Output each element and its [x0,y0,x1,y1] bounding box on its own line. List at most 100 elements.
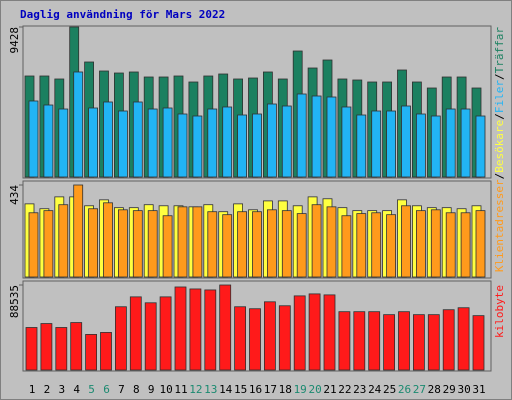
bar [25,327,38,371]
bar [338,311,351,371]
bar [475,115,486,178]
legend-entry: Klientadresser [493,179,506,272]
legend: Klientadresser/Besökare/Filer/Träffar [493,27,506,272]
bar [296,93,307,178]
bar [237,211,248,278]
x-tick-label: 8 [133,383,140,396]
bar [308,293,321,371]
bar [222,106,233,178]
bar [234,306,247,371]
bar [281,105,292,178]
bar [88,208,98,278]
chart-title: Daglig användning för Mars 2022 [20,8,225,21]
y-tick-label: 88535 [8,285,21,318]
bar [356,114,367,178]
bar [427,314,440,371]
x-tick-label: 3 [58,383,65,396]
bar [341,215,352,278]
bar [237,114,248,178]
bar [266,209,277,278]
x-tick-label: 15 [234,383,247,396]
bar [371,110,382,178]
bar [144,302,157,371]
bar [401,205,411,278]
bar [162,215,173,278]
bar [177,206,188,278]
bar [415,113,426,178]
bar [383,314,396,371]
bar [147,108,158,178]
bar [55,327,68,371]
x-tick-label: 9 [148,383,155,396]
bar [386,214,397,278]
bar [412,314,425,371]
x-tick-label: 26 [398,383,411,396]
bar [132,101,143,178]
x-tick-label: 1 [29,383,36,396]
bar [70,322,83,371]
x-tick-label: 17 [264,383,277,396]
bar [162,107,173,178]
bar [296,213,307,278]
legend-entry: Filer [493,80,506,113]
bar [192,115,203,178]
x-tick-label: 13 [204,383,217,396]
bar [73,71,84,178]
x-tick-label: 4 [73,383,80,396]
bar [368,311,381,371]
x-tick-label: 18 [279,383,292,396]
bar [177,113,188,178]
bar [174,286,187,371]
x-tick-label: 29 [443,383,456,396]
x-tick-label: 20 [308,383,321,396]
bar [371,212,382,278]
bar [192,206,203,278]
bar [219,284,232,371]
bar [430,209,441,278]
bar [398,311,410,371]
bar [118,110,128,178]
bar [204,289,217,371]
bar [58,204,69,278]
bar [43,210,54,278]
bar [103,101,113,178]
x-tick-label: 10 [159,383,172,396]
bar [472,315,485,371]
y-tick-label: 9428 [8,27,21,54]
bar [88,107,98,178]
bar [323,294,336,371]
bar [460,108,471,178]
legend-entry: kilobyte [493,285,506,338]
bar [278,305,291,371]
bar [58,108,69,178]
bar [129,296,142,371]
bar [460,212,471,278]
bar [311,204,322,278]
x-tick-label: 27 [413,383,426,396]
bar [159,296,172,371]
bar [207,108,218,178]
bar [445,212,456,278]
legend-entry: Träffar [493,27,506,74]
bar [222,214,233,278]
x-tick-label: 12 [189,383,202,396]
bar [100,332,112,371]
x-tick-label: 30 [457,383,470,396]
bar [445,108,456,178]
bar [386,110,397,178]
x-tick-label: 7 [118,383,125,396]
bar [430,115,441,178]
legend-separator: / [493,173,506,180]
x-tick-label: 6 [103,383,110,396]
x-tick-label: 11 [174,383,187,396]
bar [207,211,218,278]
x-tick-label: 24 [368,383,382,396]
x-tick-label: 22 [338,383,351,396]
x-tick-label: 31 [472,383,485,396]
bar [353,311,366,371]
bar [415,210,426,278]
bar [28,212,39,278]
bar [147,210,158,278]
x-tick-label: 16 [249,383,262,396]
